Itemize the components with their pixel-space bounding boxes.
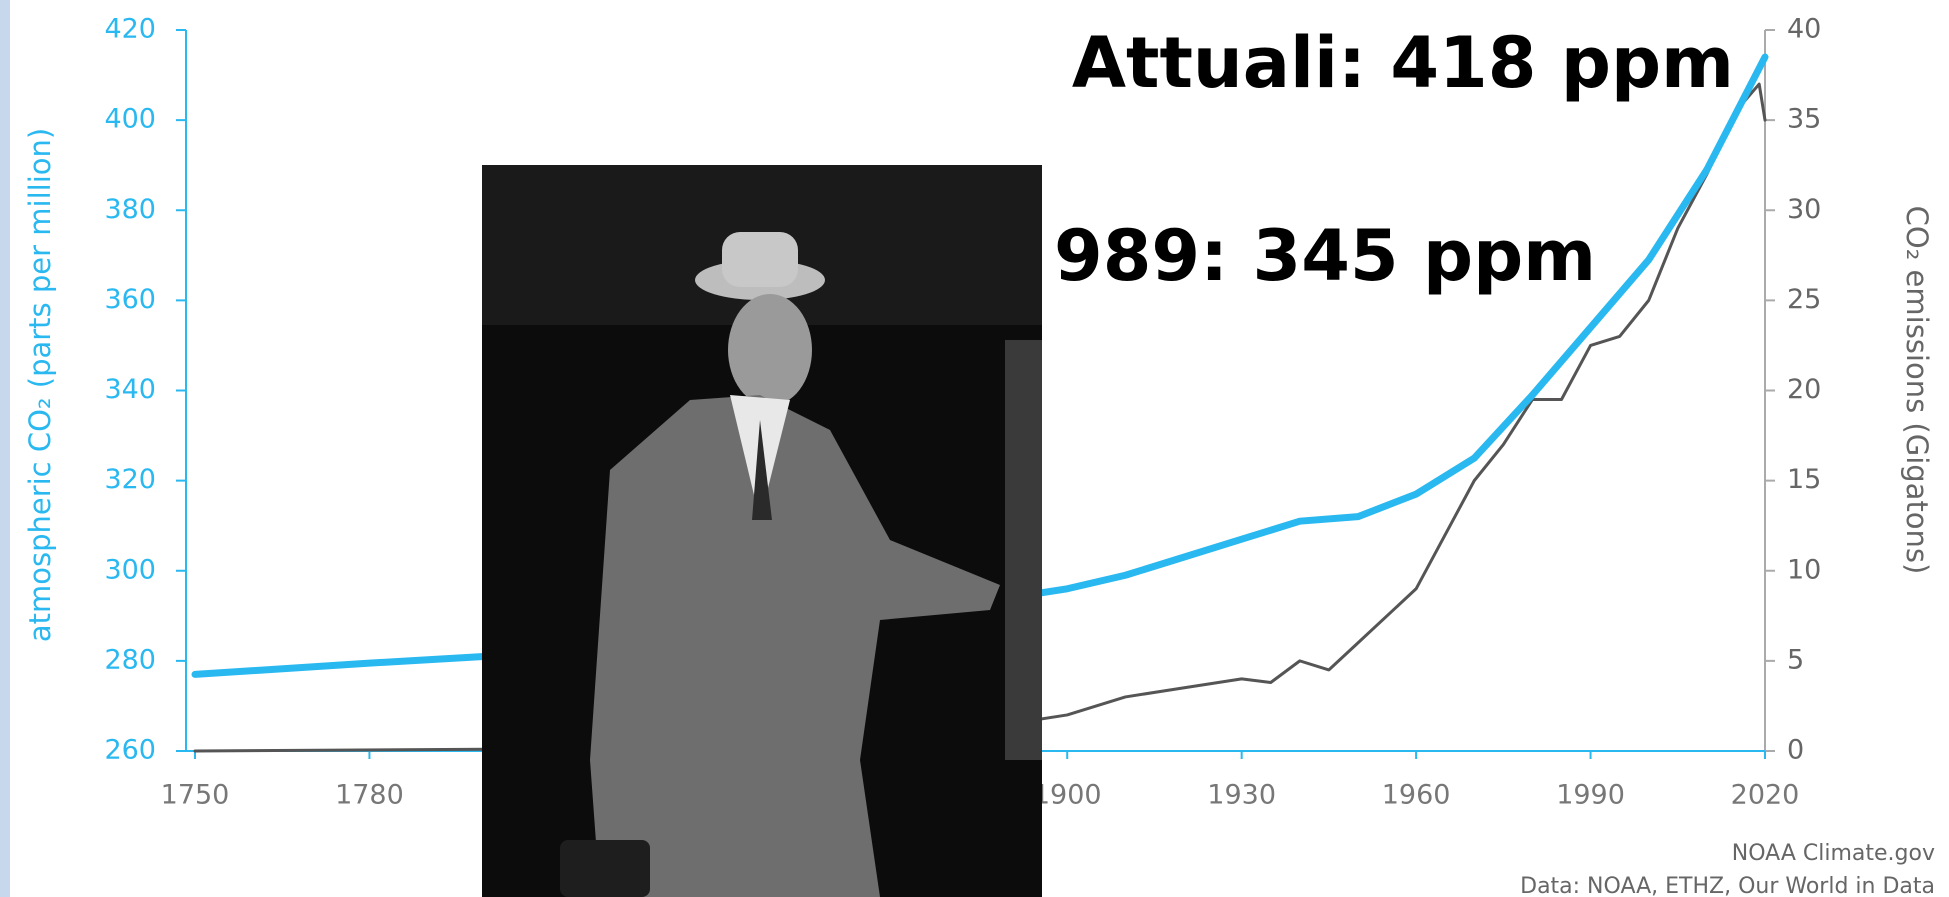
y2-axis-label: CO₂ emissions (Gigatons) xyxy=(1900,206,1934,575)
y2-tick-label: 0 xyxy=(1787,735,1804,766)
y2-tick-label: 25 xyxy=(1787,284,1821,315)
credit: Data: NOAA, ETHZ, Our World in Data xyxy=(1520,874,1935,897)
x-tick-label: 1900 xyxy=(1033,780,1102,811)
y-tick-label: 400 xyxy=(104,104,156,135)
x-tick-label: 1780 xyxy=(335,780,404,811)
y2-tick-label: 20 xyxy=(1787,374,1821,405)
x-tick-label: 1990 xyxy=(1556,780,1625,811)
y2-tick-label: 40 xyxy=(1787,14,1821,45)
y2-tick-label: 15 xyxy=(1787,464,1821,495)
frame-edge xyxy=(0,0,10,897)
y-tick-label: 380 xyxy=(104,194,156,225)
y2-tick-label: 30 xyxy=(1787,194,1821,225)
x-tick-label: 1960 xyxy=(1382,780,1451,811)
y-tick-label: 260 xyxy=(104,735,156,766)
y-tick-label: 420 xyxy=(104,14,156,45)
y2-tick-label: 10 xyxy=(1787,554,1821,585)
y2-tick-label: 35 xyxy=(1787,104,1821,135)
annotation: 989: 345 ppm xyxy=(1054,215,1596,297)
x-tick-label: 1750 xyxy=(161,780,230,811)
y-axis-label: atmospheric CO₂ (parts per million) xyxy=(23,128,57,642)
y-tick-label: 280 xyxy=(104,644,156,675)
x-tick-label: 2020 xyxy=(1731,780,1800,811)
photo xyxy=(482,165,1042,897)
credit: NOAA Climate.gov xyxy=(1732,841,1935,866)
y-tick-label: 320 xyxy=(104,464,156,495)
annotation: Attuali: 418 ppm xyxy=(1072,22,1734,104)
y2-tick-label: 5 xyxy=(1787,644,1804,675)
y-tick-label: 340 xyxy=(104,374,156,405)
x-tick-label: 1930 xyxy=(1207,780,1276,811)
y-tick-label: 360 xyxy=(104,284,156,315)
y-tick-label: 300 xyxy=(104,554,156,585)
